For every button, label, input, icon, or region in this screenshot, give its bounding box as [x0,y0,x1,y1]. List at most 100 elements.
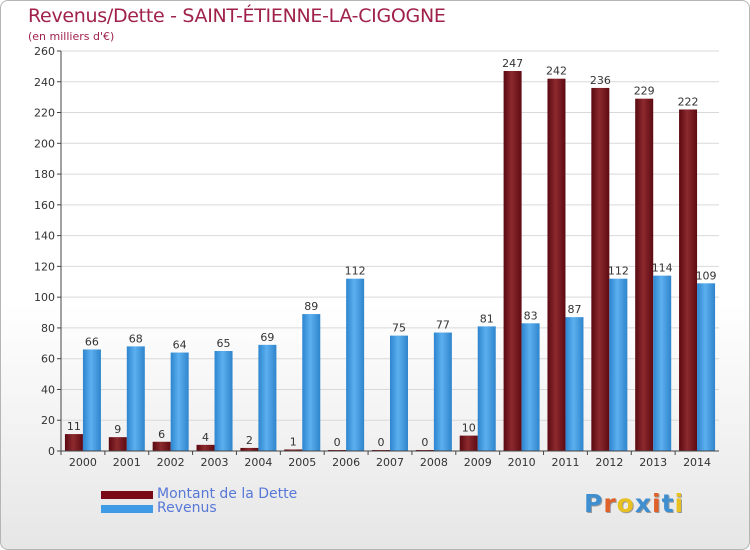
data-labels: 11 66 9 68 6 64 4 65 2 69 1 89 0 112 0 75 0 77 10 81 247 83 24… [67,57,717,449]
chart-title: Revenus/Dette - SAINT-ÉTIENNE-LA-CIGOGNE [28,5,446,27]
y-tick-label: 220 [34,107,55,120]
y-tick-label: 200 [34,137,55,150]
bar-debt [679,109,698,451]
data-label-revenue: 81 [480,312,494,325]
x-tick-label: 2001 [113,456,141,469]
x-tick-label: 2012 [595,456,623,469]
x-tick-label: 2014 [683,456,711,469]
bar-revenue [170,352,189,451]
y-tick-label: 260 [34,45,55,58]
bar-debt [547,78,566,451]
data-label-revenue: 109 [696,269,717,282]
data-label-revenue: 83 [524,309,538,322]
data-label-debt: 0 [421,436,428,449]
data-label-debt: 242 [546,65,567,78]
data-label-revenue: 87 [567,303,581,316]
bar-revenue [126,346,145,451]
bar-revenue [390,335,408,451]
data-label-debt: 6 [158,428,165,441]
data-label-revenue: 69 [260,331,274,344]
bar-revenue [565,317,584,451]
data-label-revenue: 66 [85,335,99,348]
y-tick-label: 120 [34,260,55,273]
y-tick-label: 0 [48,445,55,458]
y-tick-label: 80 [41,322,55,335]
bar-debt [108,437,127,451]
legend-label-debt: Montant de la Dette [157,486,298,502]
legend-swatch-debt [101,491,153,499]
y-tick-label: 140 [34,230,55,243]
data-label-revenue: 65 [217,337,231,350]
bar-revenue [477,326,496,451]
data-label-debt: 222 [678,95,699,108]
bar-debt [240,447,259,451]
data-label-debt: 4 [202,431,209,444]
data-label-debt: 236 [590,74,611,87]
bar-revenue [82,349,101,451]
x-tick-label: 2005 [288,456,316,469]
x-tick-label: 2007 [376,456,404,469]
data-label-revenue: 77 [436,319,450,332]
data-label-revenue: 114 [652,262,673,275]
bar-debt [284,449,303,451]
bar-revenue [653,275,672,451]
bar-revenue [433,332,452,451]
data-label-revenue: 68 [129,332,143,345]
bar-revenue [258,344,277,451]
x-tick-label: 2013 [639,456,667,469]
bars [64,71,716,451]
x-tick-label: 2008 [420,456,448,469]
legend-swatch-revenue [101,505,153,513]
data-label-debt: 10 [462,422,476,435]
x-tick-label: 2011 [551,456,579,469]
data-label-debt: 1 [290,435,297,448]
bar-debt [196,444,215,451]
proxiti-logo: Proxiti [584,489,685,518]
y-tick-label: 240 [34,76,55,89]
legend-label-revenue: Revenus [157,500,217,516]
x-tick-label: 2010 [508,456,536,469]
x-tick-label: 2009 [464,456,492,469]
x-tick-label: 2000 [69,456,97,469]
data-label-debt: 2 [246,434,253,447]
data-label-revenue: 89 [304,300,318,313]
data-label-debt: 0 [378,436,385,449]
data-label-debt: 229 [634,85,655,98]
bar-debt [64,434,83,451]
y-tick-label: 160 [34,199,55,212]
bar-debt [459,435,478,451]
data-label-revenue: 64 [173,339,187,352]
y-axis-ticks: 0 20 40 60 80 100 120 140 160 180 200 220 240 260 [34,45,61,458]
bar-revenue [609,278,628,451]
data-label-debt: 9 [114,423,121,436]
bar-revenue [302,314,321,451]
data-label-revenue: 112 [608,265,629,278]
data-label-revenue: 75 [392,322,406,335]
x-tick-label: 2004 [244,456,272,469]
bar-debt [591,87,610,451]
y-tick-label: 100 [34,291,55,304]
bar-debt [635,98,654,451]
x-axis-ticks: 2000 2001 2002 2003 2004 2005 2006 2007 2008 2009… [60,451,711,469]
data-label-debt: 11 [67,420,81,433]
x-tick-label: 2002 [157,456,185,469]
bar-debt [503,71,522,451]
y-tick-label: 20 [41,414,55,427]
y-tick-label: 60 [41,353,55,366]
bar-revenue [521,323,540,451]
bar-debt [152,441,171,451]
x-tick-label: 2006 [332,456,360,469]
y-tick-label: 40 [41,383,55,396]
bar-revenue [214,351,233,451]
y-tick-label: 180 [34,168,55,181]
bar-revenue [697,283,716,451]
bar-revenue [346,278,365,451]
x-tick-label: 2003 [201,456,229,469]
data-label-debt: 247 [502,57,523,70]
data-label-debt: 0 [334,436,341,449]
axes [60,51,719,452]
data-label-revenue: 112 [345,265,366,278]
chart-subtitle: (en milliers d'€) [28,30,115,43]
